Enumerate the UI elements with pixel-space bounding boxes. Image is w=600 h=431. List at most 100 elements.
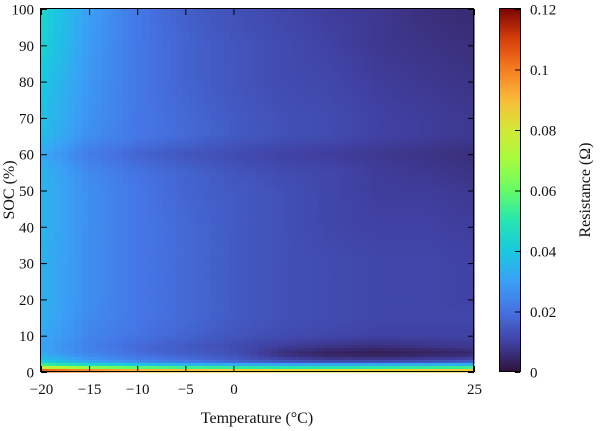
heatmap-cell	[325, 99, 333, 104]
heatmap-cell	[311, 130, 319, 134]
heatmap-cell	[311, 21, 319, 25]
heatmap-cell	[413, 220, 421, 225]
heatmap-cell	[142, 241, 150, 246]
heatmap-cell	[122, 39, 130, 43]
heatmap-cell	[453, 181, 462, 186]
heatmap-cell	[277, 205, 286, 210]
heatmap-cell	[304, 205, 313, 210]
heatmap-cell	[115, 154, 123, 158]
heatmap-cell	[115, 241, 123, 246]
heatmap-cell	[243, 184, 252, 189]
heatmap-cell	[352, 24, 360, 28]
heatmap-cell	[68, 229, 76, 234]
heatmap-cell	[257, 36, 265, 40]
heatmap-cell	[406, 235, 414, 240]
heatmap-cell	[216, 81, 225, 86]
heatmap-cell	[419, 120, 428, 125]
heatmap-cell	[291, 193, 299, 198]
heatmap-cell	[196, 18, 204, 22]
heatmap-cell	[460, 205, 468, 210]
heatmap-cell	[419, 148, 428, 152]
heatmap-cell	[331, 78, 340, 83]
heatmap-cell	[257, 205, 265, 210]
heatmap-cell	[128, 9, 137, 13]
heatmap-cell	[162, 190, 171, 195]
heatmap-cell	[169, 108, 177, 113]
heatmap-cell	[101, 208, 110, 213]
heatmap-cell	[460, 214, 468, 219]
heatmap-cell	[372, 21, 380, 25]
heatmap-cell	[68, 184, 76, 189]
heatmap-cell	[345, 235, 353, 240]
heatmap-cell	[298, 223, 306, 228]
heatmap-cell	[392, 123, 401, 128]
heatmap-cell	[210, 163, 218, 167]
heatmap-cell	[88, 78, 96, 83]
heatmap-cell	[413, 69, 421, 74]
heatmap-cell	[379, 235, 387, 240]
heatmap-cell	[358, 226, 367, 231]
heatmap-cell	[74, 238, 83, 243]
heatmap-cell	[345, 69, 353, 74]
heatmap-cell	[189, 184, 198, 189]
heatmap-cell	[331, 108, 340, 113]
heatmap-cell	[467, 81, 475, 86]
heatmap-cell	[149, 166, 157, 170]
heatmap-cell	[386, 9, 394, 13]
heatmap-cell	[284, 78, 292, 83]
heatmap-cell	[358, 87, 367, 92]
heatmap-cell	[169, 18, 177, 22]
heatmap-cell	[372, 99, 380, 104]
heatmap-cell	[318, 78, 326, 83]
heatmap-cell	[426, 154, 435, 158]
heatmap-cell	[68, 169, 76, 173]
heatmap-cell	[162, 60, 171, 65]
heatmap-cell	[74, 220, 83, 225]
heatmap-cell	[379, 114, 387, 119]
heatmap-cell	[128, 36, 137, 40]
heatmap-cell	[331, 63, 340, 68]
heatmap-cell	[196, 21, 204, 25]
heatmap-cell	[142, 45, 150, 49]
heatmap-cell	[440, 223, 448, 228]
heatmap-cell	[372, 178, 380, 183]
heatmap-cell	[41, 12, 49, 16]
heatmap-cell	[352, 96, 360, 101]
heatmap-cell	[446, 48, 455, 52]
heatmap-cell	[176, 154, 184, 158]
heatmap-cell	[419, 111, 428, 116]
heatmap-cell	[74, 169, 83, 173]
heatmap-cell	[399, 18, 407, 22]
heatmap-cell	[446, 232, 455, 237]
heatmap-cell	[169, 48, 177, 52]
heatmap-cell	[440, 114, 448, 119]
heatmap-cell	[88, 108, 96, 113]
heatmap-cell	[108, 193, 117, 198]
heatmap-cell	[257, 211, 265, 216]
heatmap-cell	[277, 111, 286, 116]
heatmap-cell	[352, 63, 360, 68]
heatmap-cell	[291, 142, 299, 146]
heatmap-cell	[264, 136, 272, 140]
heatmap-cell	[413, 15, 421, 19]
heatmap-cell	[264, 90, 272, 95]
heatmap-cell	[325, 229, 333, 234]
heatmap-cell	[365, 175, 374, 180]
heatmap-cell	[460, 142, 468, 146]
heatmap-cell	[128, 42, 137, 46]
heatmap-cell	[196, 27, 204, 31]
heatmap-cell	[304, 166, 313, 170]
heatmap-cell	[88, 220, 96, 225]
heatmap-cell	[419, 157, 428, 161]
heatmap-cell	[467, 241, 475, 246]
heatmap-cell	[162, 172, 171, 176]
heatmap-cell	[250, 217, 259, 222]
heatmap-cell	[433, 75, 441, 80]
heatmap-cell	[88, 123, 96, 128]
heatmap-cell	[156, 178, 164, 183]
heatmap-cell	[216, 84, 225, 89]
heatmap-cell	[101, 66, 110, 71]
heatmap-cell	[446, 178, 455, 183]
heatmap-cell	[189, 126, 198, 131]
heatmap-cell	[379, 93, 387, 98]
